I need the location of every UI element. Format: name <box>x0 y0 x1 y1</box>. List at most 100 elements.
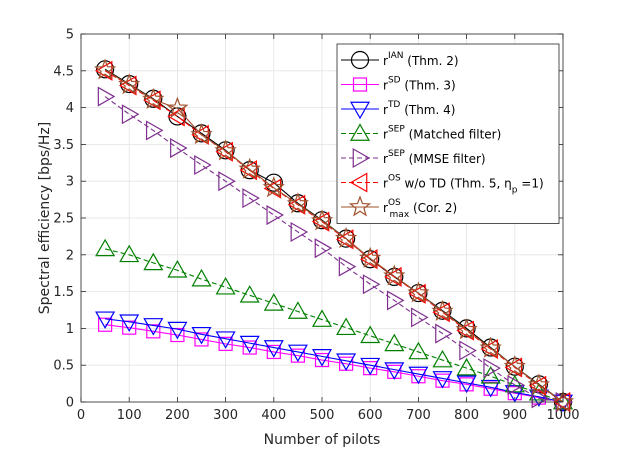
data-point-marker <box>359 246 382 268</box>
data-point-marker <box>287 344 308 363</box>
data-point-marker <box>504 374 525 393</box>
data-point-marker <box>384 362 405 380</box>
data-point-marker <box>166 96 189 118</box>
legend: rIAN (Thm. 2) rSD (Thm. 3) rTD (Thm. 4) rSE… <box>336 43 560 224</box>
series-line <box>104 70 564 403</box>
data-point-marker <box>360 357 381 376</box>
series-os-max <box>93 58 575 412</box>
data-point-marker <box>238 157 261 179</box>
data-point-marker <box>266 344 281 360</box>
data-point-marker <box>290 221 309 243</box>
x-tick-label: 1000 <box>546 408 579 423</box>
data-point-marker <box>336 353 357 371</box>
data-point-marker <box>362 274 381 295</box>
data-point-marker <box>262 176 285 198</box>
data-point-marker <box>263 340 284 358</box>
legend-entry: rIAN (Thm. 2) <box>341 50 459 70</box>
data-point-marker <box>456 357 477 376</box>
x-tick-label: 600 <box>358 408 383 423</box>
data-point-marker <box>360 325 381 344</box>
x-axis-label: Number of pilots <box>264 432 381 448</box>
data-point-marker <box>349 101 371 120</box>
legend-label: rTD (Thm. 4) <box>383 100 455 117</box>
data-point-marker <box>348 195 372 217</box>
x-tick-label: 400 <box>261 408 286 423</box>
data-point-marker <box>311 309 333 327</box>
data-point-marker <box>263 293 284 311</box>
data-point-marker <box>431 299 454 321</box>
data-point-marker <box>218 336 233 351</box>
y-tick-label: 4 <box>66 101 74 116</box>
data-point-marker <box>215 276 236 295</box>
data-point-marker <box>119 244 140 263</box>
data-point-marker <box>215 331 236 349</box>
x-tick-label: 500 <box>310 408 335 423</box>
legend-entry: rOS w/o TD (Thm. 5, ηp =1) <box>341 172 544 196</box>
data-point-marker <box>483 358 501 379</box>
data-point-marker <box>170 138 188 159</box>
data-point-marker <box>143 318 164 336</box>
y-tick-label: 2 <box>66 248 74 263</box>
data-point-marker <box>407 281 430 303</box>
data-point-marker <box>142 87 165 109</box>
data-point-marker <box>432 349 453 368</box>
y-tick-label: 1.5 <box>53 285 74 300</box>
data-point-marker <box>408 341 429 360</box>
legend-label: rSEP (MMSE filter) <box>383 149 486 166</box>
data-point-marker <box>338 256 357 277</box>
data-point-marker <box>350 50 370 70</box>
x-tick-label: 700 <box>406 408 431 423</box>
tick-labels: 0 100 200 300 400 500 600 700 800 900 1000 0 0.5 1 1.5… <box>53 28 579 424</box>
data-point-marker <box>191 268 212 287</box>
data-point-marker <box>480 366 501 384</box>
data-point-marker <box>146 324 161 339</box>
legend-entry: rSEP (Matched filter) <box>341 123 501 142</box>
data-point-marker <box>408 366 429 385</box>
legend-entry: rSEP (MMSE filter) <box>341 147 486 169</box>
x-tick-label: 0 <box>77 408 85 423</box>
x-tick-label: 100 <box>117 408 142 423</box>
data-point-marker <box>479 336 502 358</box>
data-point-marker <box>383 264 406 286</box>
data-point-marker <box>336 317 357 336</box>
data-point-marker <box>266 205 285 226</box>
data-point-marker <box>122 320 137 335</box>
data-point-marker <box>167 321 188 340</box>
data-point-marker <box>459 340 477 361</box>
legend-entry: rSD (Thm. 3) <box>341 76 456 93</box>
data-point-marker <box>349 123 371 141</box>
series-td <box>95 311 574 413</box>
data-point-marker <box>551 390 575 412</box>
x-tick-label: 800 <box>454 408 479 423</box>
y-tick-label: 1 <box>66 322 74 337</box>
data-point-marker <box>528 389 549 408</box>
legend-entry: rTD (Thm. 4) <box>341 100 455 120</box>
data-point-marker <box>531 388 550 409</box>
data-point-marker <box>411 307 429 328</box>
legend-label: rOS max (Cor. 2) <box>383 198 457 220</box>
x-tick-label: 200 <box>165 408 190 423</box>
legend-entry: rOS max (Cor. 2) <box>341 195 457 220</box>
series-line <box>105 324 564 403</box>
data-point-marker <box>242 340 257 355</box>
legend-label: rSEP (Matched filter) <box>383 125 501 142</box>
y-tick-label: 3.5 <box>53 138 74 153</box>
data-point-marker <box>190 123 213 145</box>
data-point-marker <box>349 172 368 193</box>
y-tick-label: 0.5 <box>53 359 74 374</box>
axes-box <box>80 33 564 403</box>
series-line <box>104 96 564 403</box>
data-point-marker <box>143 252 164 271</box>
data-point-marker <box>314 238 333 259</box>
data-point-marker <box>311 349 333 367</box>
data-point-marker <box>191 326 212 345</box>
y-tick-label: 3 <box>66 175 74 190</box>
legend-label: rSD (Thm. 3) <box>383 76 456 93</box>
y-tick-label: 4.5 <box>53 64 74 79</box>
data-point-marker <box>384 333 405 352</box>
data-point-marker <box>352 77 368 92</box>
data-point-marker <box>504 385 525 403</box>
data-point-marker <box>194 332 209 347</box>
data-point-marker <box>310 209 334 231</box>
data-point-marker <box>352 147 371 169</box>
